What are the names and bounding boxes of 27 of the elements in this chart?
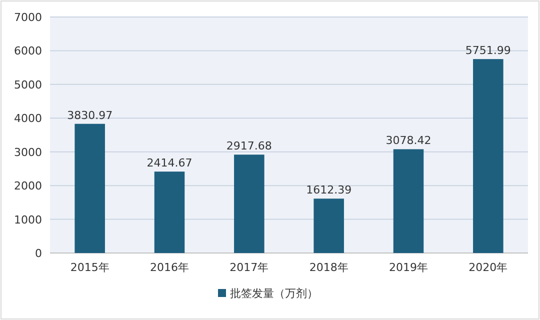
x-tick-label: 2017年 <box>230 261 269 274</box>
y-tick-label: 5000 <box>14 78 42 92</box>
x-tick-label: 2016年 <box>150 261 189 274</box>
y-tick-label: 3000 <box>14 146 42 159</box>
y-tick-label: 6000 <box>14 44 42 58</box>
y-tick-label: 2000 <box>14 180 42 193</box>
data-label: 2414.67 <box>146 156 192 170</box>
x-tick-label: 2020年 <box>468 261 508 274</box>
bar <box>74 124 105 253</box>
x-tick-label: 2018年 <box>309 261 348 274</box>
data-label: 1612.39 <box>306 184 352 197</box>
data-label: 5751.99 <box>465 44 511 58</box>
y-tick-label: 0 <box>35 247 42 260</box>
bar <box>393 149 424 253</box>
bar <box>154 172 185 253</box>
data-label: 3078.42 <box>386 134 432 148</box>
x-tick-label: 2015年 <box>70 261 110 274</box>
bar <box>234 154 264 253</box>
data-label: 2917.68 <box>226 140 272 153</box>
y-tick-label: 4000 <box>14 112 42 126</box>
bar <box>473 59 504 253</box>
y-tick-label: 1000 <box>14 213 42 226</box>
legend-label: 批签发量（万剂） <box>230 287 318 300</box>
data-label: 3830.97 <box>67 108 113 122</box>
y-tick-label: 7000 <box>14 11 42 24</box>
bar <box>314 198 344 253</box>
x-tick-label: 2019年 <box>389 261 428 274</box>
